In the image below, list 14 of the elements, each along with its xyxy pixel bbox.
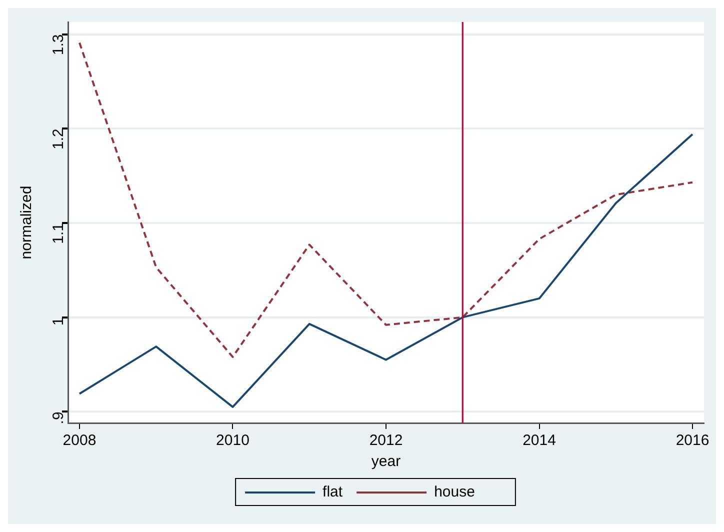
y-tick-label: 1.3 [50, 34, 68, 56]
y-tick-label: 1.2 [50, 128, 68, 150]
x-tick-label: 2010 [216, 432, 250, 450]
x-tick-label: 2014 [522, 432, 556, 450]
y-tick-label: 1.1 [50, 222, 68, 244]
y-tick-label: 1 [50, 317, 68, 326]
y-tick-label: .9 [50, 412, 68, 424]
legend-label: house [434, 484, 475, 501]
x-tick-label: 2008 [62, 432, 96, 450]
legend-label: flat [322, 484, 344, 501]
y-axis-title: normalized [18, 186, 36, 260]
x-axis-title: year [371, 453, 401, 470]
x-tick-label: 2016 [676, 432, 710, 450]
x-tick-label: 2012 [369, 432, 403, 450]
